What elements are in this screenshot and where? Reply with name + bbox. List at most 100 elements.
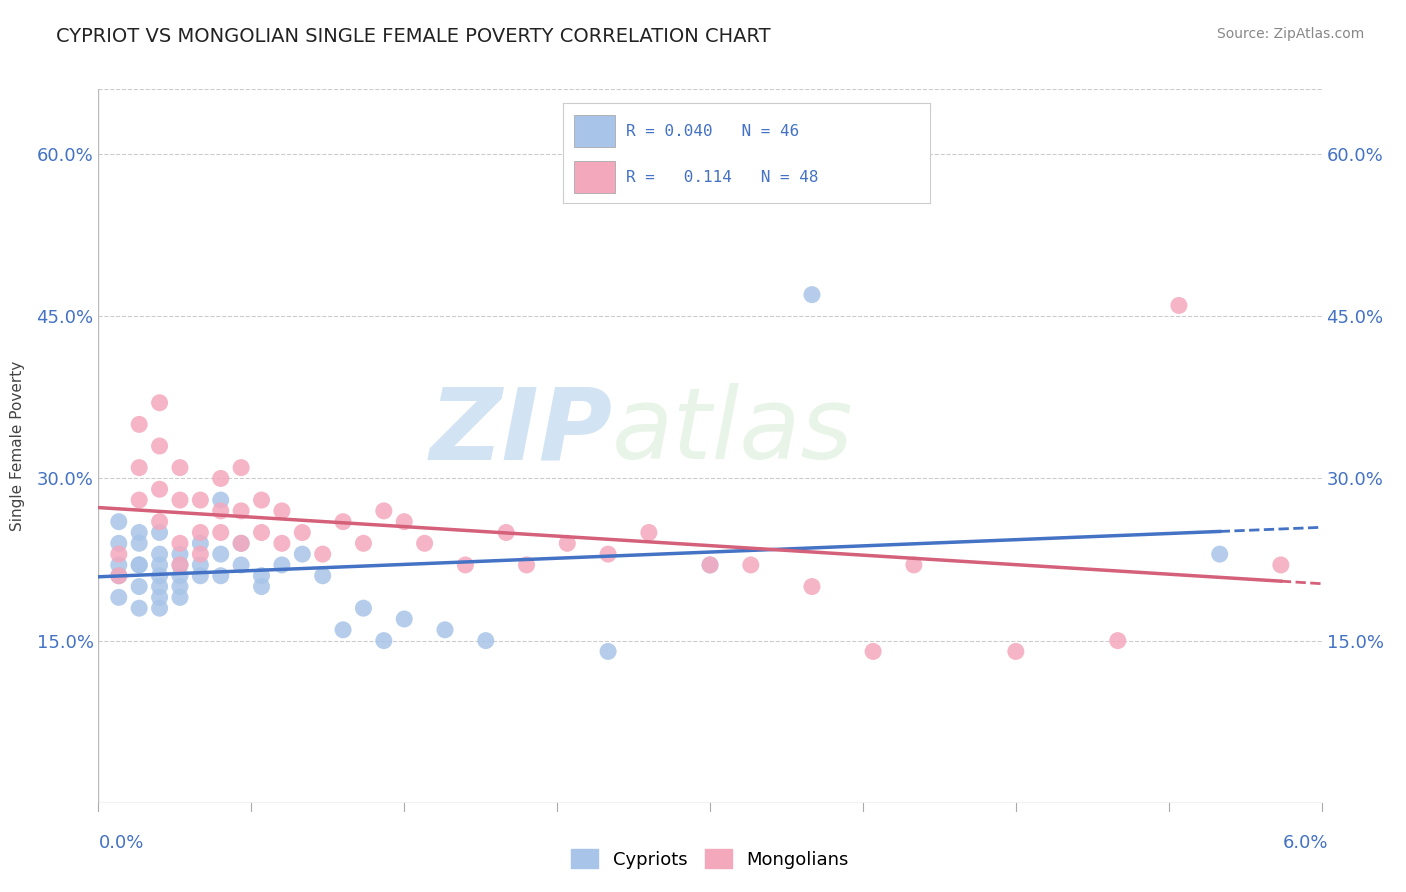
Point bbox=[311, 568, 335, 582]
Point bbox=[740, 558, 762, 572]
Point bbox=[149, 525, 172, 540]
Point bbox=[169, 536, 191, 550]
Point bbox=[149, 558, 172, 572]
Point bbox=[495, 525, 517, 540]
Point bbox=[1270, 558, 1292, 572]
Point bbox=[250, 580, 273, 594]
Point bbox=[149, 568, 172, 582]
Point bbox=[108, 568, 131, 582]
Point bbox=[149, 396, 172, 410]
Point bbox=[474, 633, 498, 648]
Point bbox=[188, 558, 212, 572]
Point bbox=[291, 547, 314, 561]
Point bbox=[250, 493, 273, 508]
Point bbox=[373, 633, 395, 648]
Point bbox=[332, 515, 354, 529]
Text: 6.0%: 6.0% bbox=[1284, 834, 1329, 852]
Point bbox=[128, 417, 150, 432]
Point bbox=[598, 644, 620, 658]
Point bbox=[699, 558, 721, 572]
Point bbox=[128, 558, 150, 572]
Point bbox=[270, 558, 292, 572]
Point bbox=[188, 536, 212, 550]
Point bbox=[169, 547, 191, 561]
Point bbox=[903, 558, 925, 572]
Point bbox=[373, 504, 395, 518]
Point bbox=[128, 493, 150, 508]
Point bbox=[188, 547, 212, 561]
Point bbox=[128, 525, 150, 540]
Point bbox=[1208, 547, 1232, 561]
Point bbox=[209, 525, 232, 540]
Point bbox=[149, 601, 172, 615]
Point bbox=[231, 504, 253, 518]
Point bbox=[128, 580, 150, 594]
Point bbox=[209, 471, 232, 485]
Text: atlas: atlas bbox=[612, 384, 853, 480]
Point bbox=[209, 504, 232, 518]
Point bbox=[413, 536, 436, 550]
Point bbox=[128, 460, 150, 475]
Y-axis label: Single Female Poverty: Single Female Poverty bbox=[10, 361, 25, 531]
Point bbox=[128, 536, 150, 550]
Point bbox=[801, 287, 824, 301]
Point bbox=[1004, 644, 1026, 658]
Point bbox=[392, 515, 416, 529]
Point bbox=[231, 536, 253, 550]
Point bbox=[209, 493, 232, 508]
Point bbox=[516, 558, 538, 572]
Point bbox=[555, 536, 579, 550]
Point bbox=[128, 558, 150, 572]
Point bbox=[169, 493, 191, 508]
Point bbox=[188, 525, 212, 540]
Point bbox=[637, 525, 661, 540]
Point bbox=[108, 558, 131, 572]
Point bbox=[188, 493, 212, 508]
Point bbox=[1167, 298, 1189, 312]
Point bbox=[311, 547, 335, 561]
Point bbox=[291, 525, 314, 540]
Point bbox=[149, 580, 172, 594]
Point bbox=[209, 568, 232, 582]
Text: CYPRIOT VS MONGOLIAN SINGLE FEMALE POVERTY CORRELATION CHART: CYPRIOT VS MONGOLIAN SINGLE FEMALE POVER… bbox=[56, 27, 770, 45]
Point bbox=[108, 547, 131, 561]
Point bbox=[250, 568, 273, 582]
Point bbox=[149, 515, 172, 529]
Point bbox=[332, 623, 354, 637]
Point bbox=[270, 536, 292, 550]
Point bbox=[598, 547, 620, 561]
Text: ZIP: ZIP bbox=[429, 384, 612, 480]
Text: Source: ZipAtlas.com: Source: ZipAtlas.com bbox=[1216, 27, 1364, 41]
Point bbox=[231, 558, 253, 572]
Point bbox=[169, 568, 191, 582]
Point bbox=[250, 525, 273, 540]
Point bbox=[352, 601, 374, 615]
Point bbox=[149, 439, 172, 453]
Point bbox=[108, 515, 131, 529]
Point bbox=[392, 612, 416, 626]
Point bbox=[352, 536, 374, 550]
Point bbox=[108, 536, 131, 550]
Point bbox=[108, 591, 131, 605]
Point bbox=[149, 547, 172, 561]
Point bbox=[169, 558, 191, 572]
Point bbox=[188, 568, 212, 582]
Point bbox=[128, 601, 150, 615]
Point bbox=[231, 536, 253, 550]
Point bbox=[149, 482, 172, 496]
Point bbox=[231, 460, 253, 475]
Point bbox=[149, 591, 172, 605]
Point bbox=[801, 580, 824, 594]
Point bbox=[209, 547, 232, 561]
Point bbox=[699, 558, 721, 572]
Point bbox=[433, 623, 456, 637]
Point bbox=[169, 558, 191, 572]
Legend: Cypriots, Mongolians: Cypriots, Mongolians bbox=[564, 842, 856, 876]
Point bbox=[270, 504, 292, 518]
Point bbox=[454, 558, 477, 572]
Point bbox=[862, 644, 884, 658]
Text: 0.0%: 0.0% bbox=[98, 834, 143, 852]
Point bbox=[169, 460, 191, 475]
Point bbox=[108, 568, 131, 582]
Point bbox=[1107, 633, 1129, 648]
